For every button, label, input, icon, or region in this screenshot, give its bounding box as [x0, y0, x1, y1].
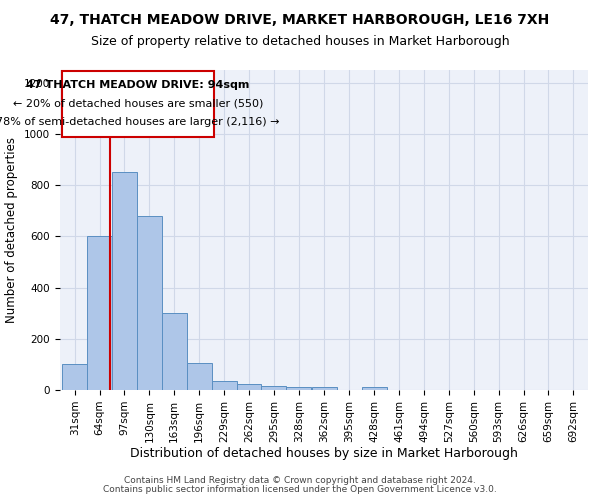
Text: Size of property relative to detached houses in Market Harborough: Size of property relative to detached ho… — [91, 35, 509, 48]
Text: 47, THATCH MEADOW DRIVE, MARKET HARBOROUGH, LE16 7XH: 47, THATCH MEADOW DRIVE, MARKET HARBOROU… — [50, 12, 550, 26]
Text: Contains HM Land Registry data © Crown copyright and database right 2024.: Contains HM Land Registry data © Crown c… — [124, 476, 476, 485]
X-axis label: Distribution of detached houses by size in Market Harborough: Distribution of detached houses by size … — [130, 448, 518, 460]
Y-axis label: Number of detached properties: Number of detached properties — [5, 137, 19, 323]
Bar — [362, 388, 386, 390]
Text: Contains public sector information licensed under the Open Government Licence v3: Contains public sector information licen… — [103, 485, 497, 494]
Bar — [286, 388, 311, 390]
Bar — [162, 313, 187, 390]
Text: 47 THATCH MEADOW DRIVE: 94sqm: 47 THATCH MEADOW DRIVE: 94sqm — [26, 80, 250, 90]
Text: ← 20% of detached houses are smaller (550): ← 20% of detached houses are smaller (55… — [13, 98, 263, 108]
Bar — [62, 364, 87, 390]
Bar — [87, 236, 112, 390]
Bar — [236, 384, 262, 390]
Bar — [212, 381, 236, 390]
FancyBboxPatch shape — [62, 70, 214, 136]
Bar — [312, 388, 337, 390]
Bar — [112, 172, 137, 390]
Text: 78% of semi-detached houses are larger (2,116) →: 78% of semi-detached houses are larger (… — [0, 116, 280, 126]
Bar — [137, 216, 162, 390]
Bar — [262, 386, 286, 390]
Bar — [187, 363, 212, 390]
